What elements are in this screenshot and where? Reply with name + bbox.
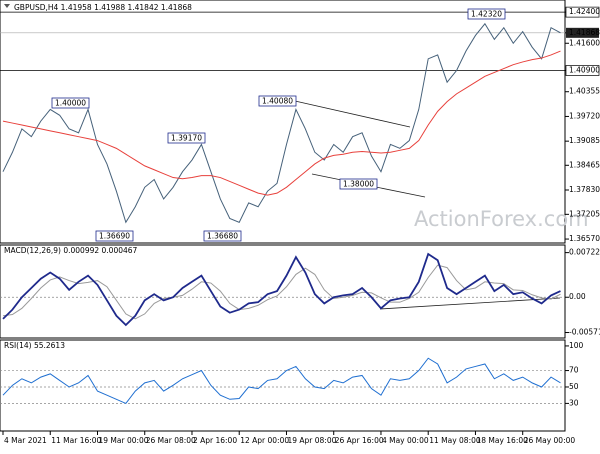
y-tick-label: 30	[569, 398, 579, 407]
x-tick-label: 26 May 00:00	[524, 436, 576, 445]
y-tick-label: 50	[569, 382, 579, 391]
y-tick-label: 1.42400	[569, 7, 600, 16]
watermark: ActionForex.com	[414, 207, 589, 231]
level-box	[565, 65, 600, 76]
symbol-icon	[4, 4, 10, 8]
annotation-label: 1.36680	[207, 232, 238, 241]
macd-trend-line	[379, 297, 561, 310]
annotation-box	[339, 178, 378, 190]
x-tick-label: 19 Mar 00:00	[98, 436, 148, 445]
current-price-box	[566, 27, 599, 38]
x-tick-label: 18 May 16:00	[476, 436, 528, 445]
x-tick-label: 12 Apr 00:00	[240, 436, 289, 445]
y-tick-label: 1.39720	[569, 111, 600, 120]
series-line	[2, 252, 561, 327]
y-tick-label: 1.39085	[569, 136, 600, 145]
y-tick-label: 70	[569, 366, 579, 375]
annotation-box	[51, 97, 90, 109]
y-tick-label: 1.41600	[569, 38, 600, 47]
annotation-box	[95, 230, 134, 242]
y-tick-label: 0.00	[569, 292, 586, 301]
x-tick-label: 26 Mar 08:00	[146, 436, 196, 445]
x-tick-label: 11 May 08:00	[429, 436, 481, 445]
series-line	[2, 50, 561, 196]
annotation-label: 1.40080	[262, 97, 293, 106]
y-tick-label: 0.007227	[569, 248, 600, 257]
x-tick-label: 11 Mar 16:00	[51, 436, 101, 445]
annotation-box	[258, 95, 297, 107]
annotation-label: 1.39170	[171, 134, 202, 143]
chart-title: GBPUSD,H4 1.41958 1.41988 1.41842 1.4186…	[14, 3, 192, 12]
y-tick-label: 1.37830	[569, 185, 600, 194]
x-tick-label: 4 May 00:00	[382, 436, 429, 445]
annotation-box	[467, 8, 506, 20]
x-tick-label: 2 Apr 16:00	[193, 436, 237, 445]
main-panel	[0, 0, 566, 244]
x-tick-label: 4 Mar 2021	[4, 436, 47, 445]
x-tick-label: 26 Apr 16:00	[335, 436, 384, 445]
series-line	[2, 22, 561, 224]
y-tick-label: 1.41868	[569, 28, 600, 37]
series-line	[2, 264, 561, 320]
y-tick-label: 1.40900	[569, 66, 600, 75]
rsi-title: RSI(14) 55.2613	[4, 341, 65, 350]
y-tick-label: 1.38465	[569, 160, 600, 169]
channel-line	[294, 100, 411, 128]
rsi-panel	[0, 339, 566, 432]
macd-title: MACD(12,26,9) 0.000992 0.000467	[4, 246, 138, 255]
x-tick-label: 19 Apr 08:00	[287, 436, 336, 445]
annotation-label: 1.40000	[55, 99, 86, 108]
annotation-box	[167, 132, 206, 144]
annotation-label: 1.42320	[471, 10, 502, 19]
y-tick-label: 1.37205	[569, 209, 600, 218]
y-tick-label: 1.40355	[569, 87, 600, 96]
macd-panel	[0, 244, 566, 339]
annotation-label: 1.36690	[99, 232, 130, 241]
y-tick-label: 100	[569, 341, 584, 350]
y-tick-label: -0.005714	[569, 328, 600, 337]
level-box	[565, 6, 600, 18]
annotation-box	[203, 230, 242, 242]
y-tick-label: 1.36570	[569, 234, 600, 243]
series-line	[2, 357, 561, 405]
annotation-label: 1.38000	[343, 180, 374, 189]
